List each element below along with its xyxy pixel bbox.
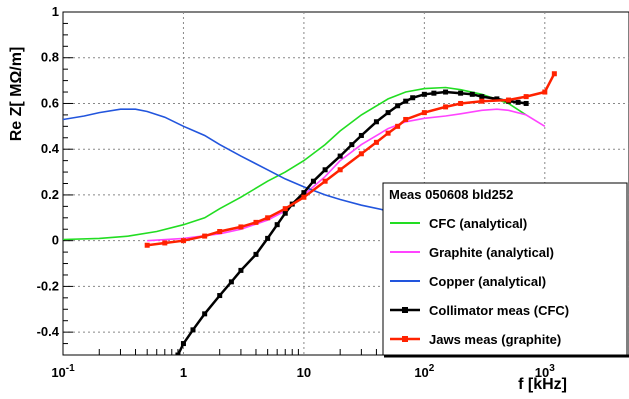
data-point [180, 341, 186, 347]
legend-label: CFC (analytical) [429, 216, 527, 231]
data-point [385, 130, 391, 136]
y-tick-label: 0.6 [41, 95, 59, 110]
series-3 [175, 89, 529, 355]
data-point [506, 97, 512, 103]
data-point [551, 71, 557, 77]
data-point [349, 142, 355, 148]
series-1 [147, 108, 546, 242]
data-point [458, 100, 464, 106]
data-point [190, 327, 196, 333]
y-tick-label: 0 [52, 233, 59, 248]
data-point [358, 132, 364, 138]
data-point [238, 224, 244, 230]
y-tick-label: 0.2 [41, 187, 59, 202]
data-point [494, 96, 500, 102]
legend-entry: Copper (analytical) [390, 274, 546, 289]
data-point [421, 110, 427, 116]
y-tick-label: 0.8 [41, 50, 59, 65]
data-point [238, 267, 244, 273]
series-2 [63, 108, 406, 214]
legend-marker [402, 307, 408, 313]
data-point [469, 91, 475, 97]
data-point [443, 89, 449, 95]
legend-entry: CFC (analytical) [390, 216, 527, 231]
data-point [385, 110, 391, 116]
data-point [523, 100, 529, 106]
x-tick-label: 10 [297, 365, 311, 380]
data-point [403, 116, 409, 122]
data-point [202, 233, 208, 239]
data-point [301, 194, 307, 200]
data-point [337, 167, 343, 173]
series-0 [63, 86, 527, 241]
data-point [542, 89, 548, 95]
data-point [274, 222, 280, 228]
legend-entry: Collimator meas (CFC) [390, 303, 569, 318]
data-point [523, 94, 529, 100]
data-point [410, 95, 416, 101]
data-point [431, 90, 437, 96]
y-tick-label: 0.4 [41, 141, 60, 156]
data-point [479, 94, 485, 100]
data-point [358, 151, 364, 157]
data-point [144, 242, 150, 248]
x-tick-label: 1 [180, 365, 187, 380]
legend-label: Copper (analytical) [429, 274, 546, 289]
data-point [162, 240, 168, 246]
data-point [253, 251, 259, 257]
data-point [253, 219, 259, 225]
series-line [63, 86, 527, 241]
data-point [395, 103, 401, 109]
x-axis-title: f [kHz] [518, 376, 567, 393]
y-tick-label: -0.4 [37, 324, 60, 339]
data-point [458, 90, 464, 96]
x-tick-label: 10-1 [51, 363, 75, 380]
data-point [373, 139, 379, 145]
series-line [63, 108, 406, 214]
y-tick-label: -0.2 [37, 278, 59, 293]
data-point [373, 119, 379, 125]
data-point [421, 91, 427, 97]
data-point [337, 153, 343, 159]
data-point [322, 178, 328, 184]
legend-box [382, 182, 628, 356]
data-point [217, 293, 223, 299]
series-4 [144, 71, 557, 248]
legend-entry: Jaws meas (graphite) [390, 332, 561, 347]
data-point [228, 279, 234, 285]
series-line [147, 108, 546, 242]
data-point [265, 215, 271, 221]
data-point [217, 229, 223, 235]
legend-label: Jaws meas (graphite) [429, 332, 561, 347]
data-point [282, 206, 288, 212]
data-point [479, 98, 485, 104]
data-point [301, 190, 307, 196]
legend-marker [402, 336, 408, 342]
legend-title: Meas 050608 bld252 [389, 187, 513, 202]
legend-label: Collimator meas (CFC) [429, 303, 569, 318]
data-point [282, 210, 288, 216]
data-point [180, 238, 186, 244]
series-layer [63, 71, 557, 355]
data-point [202, 311, 208, 317]
y-axis-title: Re Z[ MΩ/m] [8, 47, 25, 142]
y-tick-label: 1 [52, 4, 59, 19]
data-point [322, 167, 328, 173]
data-point [443, 104, 449, 110]
data-point [403, 98, 409, 104]
data-point [265, 235, 271, 241]
legend-entry: Graphite (analytical) [390, 245, 554, 260]
legend: Meas 050608 bld252 CFC (analytical) Graph… [382, 182, 629, 358]
legend-label: Graphite (analytical) [429, 245, 554, 260]
x-tick-label: 103 [535, 363, 555, 380]
data-point [395, 123, 401, 129]
data-point [515, 99, 521, 105]
x-tick-label: 102 [414, 363, 434, 380]
data-point [310, 178, 316, 184]
